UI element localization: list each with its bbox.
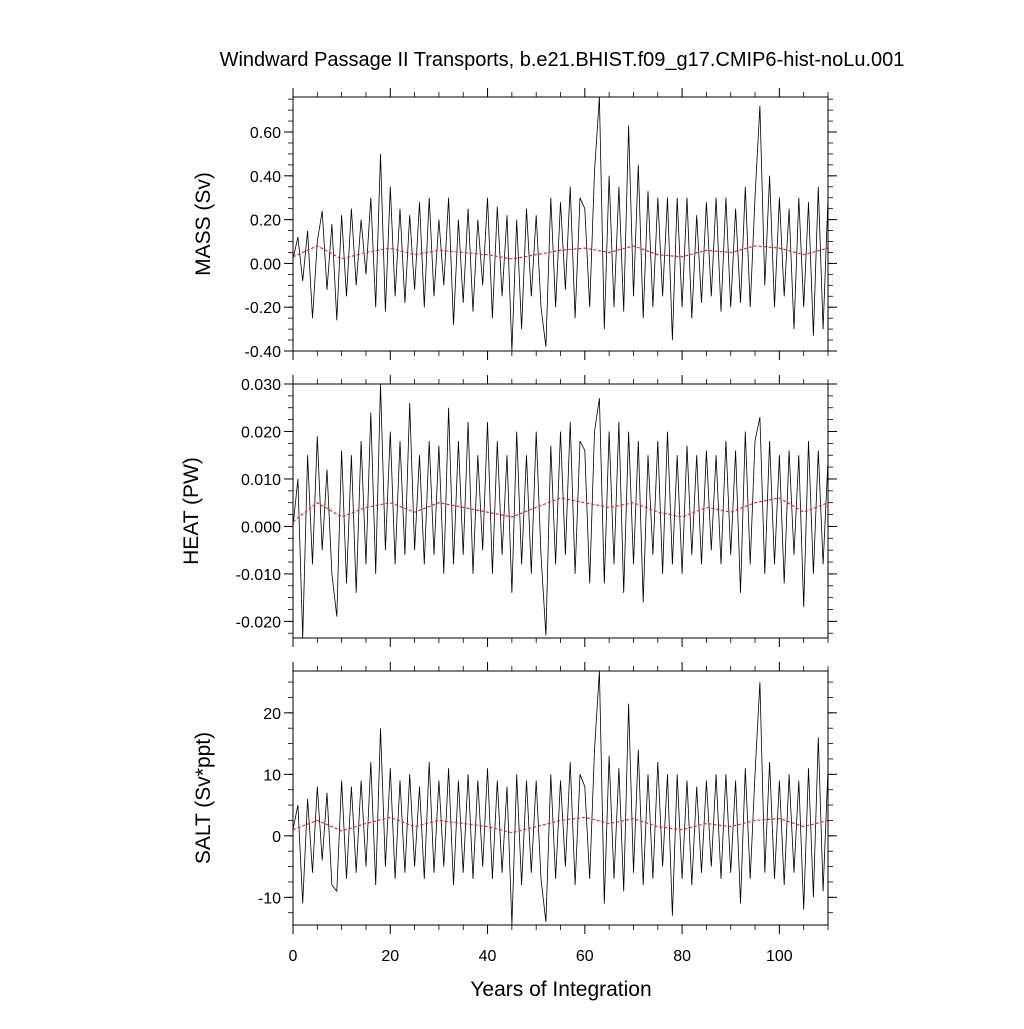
y-tick-label: 0.60 [250,125,281,142]
series-line-raw [292,670,829,926]
x-tick-label: 20 [381,948,399,965]
x-tick-label: 40 [479,948,497,965]
panel-mass: -0.40 -0.20 0.00 0.20 0.40 0.60 MASS (Sv) [192,88,837,361]
y-tick-label: 0 [272,829,281,846]
panel-frame [292,96,829,352]
x-tick-label: 60 [576,948,594,965]
series-line-smoothed [292,497,829,523]
series-line-raw [292,96,829,352]
y-tick-label: -0.010 [236,567,281,584]
chart-panels: -0.40 -0.20 0.00 0.20 0.40 0.60 MASS (Sv) -0.02… [180,88,837,965]
panel-heat: -0.020 -0.010 0.000 0.010 0.020 0.030 HEAT (PW… [180,375,837,647]
y-tick-label: 0.20 [250,213,281,230]
y-tick-label: 0.030 [241,377,281,394]
y-tick-label: 0.00 [250,256,281,273]
y-tick-label: 10 [263,767,281,784]
x-axis-label: Years of Integration [470,978,651,1001]
y-tick-label: -0.40 [245,344,282,361]
chart-title: Windward Passage II Transports, b.e21.BH… [220,49,905,71]
panel-frame [292,383,829,639]
y-tick-label: 0.000 [241,519,281,536]
y-axis-label: SALT (Sv*ppt) [192,732,215,864]
y-tick-label: -0.20 [245,300,282,317]
y-tick-label: -10 [258,890,281,907]
x-tick-label: 0 [289,948,298,965]
y-axis-label: MASS (Sv) [192,172,215,276]
y-tick-label: -0.020 [236,614,281,631]
y-tick-label: 0.020 [241,424,281,441]
y-axis-label: HEAT (PW) [180,457,203,565]
y-tick-label: 20 [263,706,281,723]
y-tick-label: 0.40 [250,169,281,186]
panel-frame [292,670,829,926]
series-line-smoothed [292,816,829,834]
y-tick-label: 0.010 [241,472,281,489]
series-line-raw [292,383,829,639]
x-tick-label: 100 [766,948,793,965]
panel-salt: -10 0 10 20 0 20 40 60 80 100 SALT (Sv*ppt) [192,662,837,965]
series-line-smoothed [292,245,829,260]
x-tick-label: 80 [673,948,691,965]
